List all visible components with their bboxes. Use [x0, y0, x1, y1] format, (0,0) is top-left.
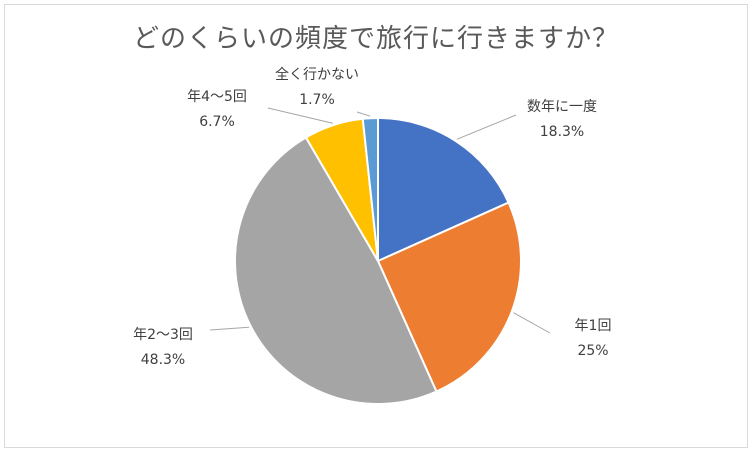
slice-value-label: 6.7% — [199, 114, 235, 130]
slice-value-label: 48.3% — [141, 352, 185, 368]
leader-line — [513, 312, 551, 334]
leader-line — [209, 326, 250, 331]
leader-line — [456, 114, 517, 140]
chart-title: どのくらいの頻度で旅行に行きますか？ — [132, 24, 619, 54]
slice-category-label: 年2〜3回 — [133, 327, 193, 343]
leader-line — [356, 111, 371, 117]
pie-slice — [234, 136, 438, 405]
slice-value-label: 1.7% — [299, 92, 335, 108]
slice-value-label: 25% — [577, 343, 608, 359]
pie-slice — [361, 116, 379, 262]
pie-slice — [376, 201, 522, 393]
slice-value-label: 18.3% — [540, 124, 584, 140]
slice-category-label: 年4〜5回 — [187, 89, 247, 105]
leader-line — [267, 107, 333, 124]
slice-category-label: 数年に一度 — [527, 99, 597, 115]
pie-slice — [377, 116, 510, 263]
slice-category-label: 全く行かない — [275, 66, 359, 83]
slice-category-label: 年1回 — [575, 318, 612, 334]
